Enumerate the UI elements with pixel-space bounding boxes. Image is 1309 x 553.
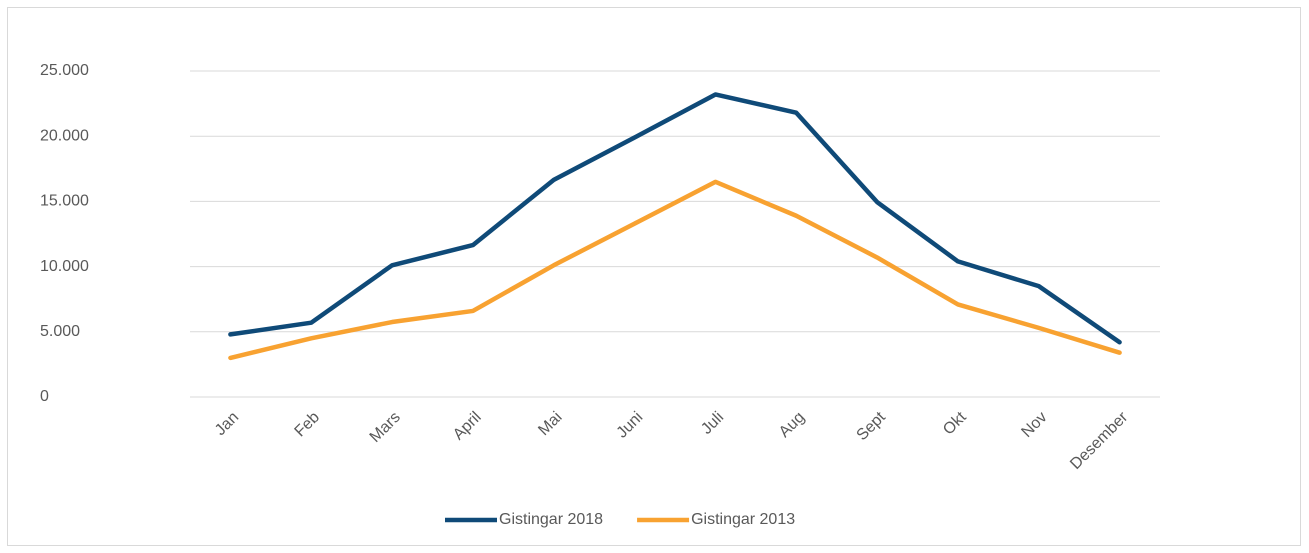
chart-border [7,7,1301,546]
y-tick-label: 25.000 [40,62,89,79]
line-series [228,92,1122,345]
y-tick-label: 20.000 [40,127,89,144]
legend-label: Gistingar 2013 [691,511,795,528]
y-tick-label: 15.000 [40,193,89,210]
legend-label: Gistingar 2018 [499,511,603,528]
y-tick-label: 0 [40,388,49,405]
y-tick-label: 5.000 [40,323,80,340]
y-tick-label: 10.000 [40,258,89,275]
line-series [228,179,1122,361]
